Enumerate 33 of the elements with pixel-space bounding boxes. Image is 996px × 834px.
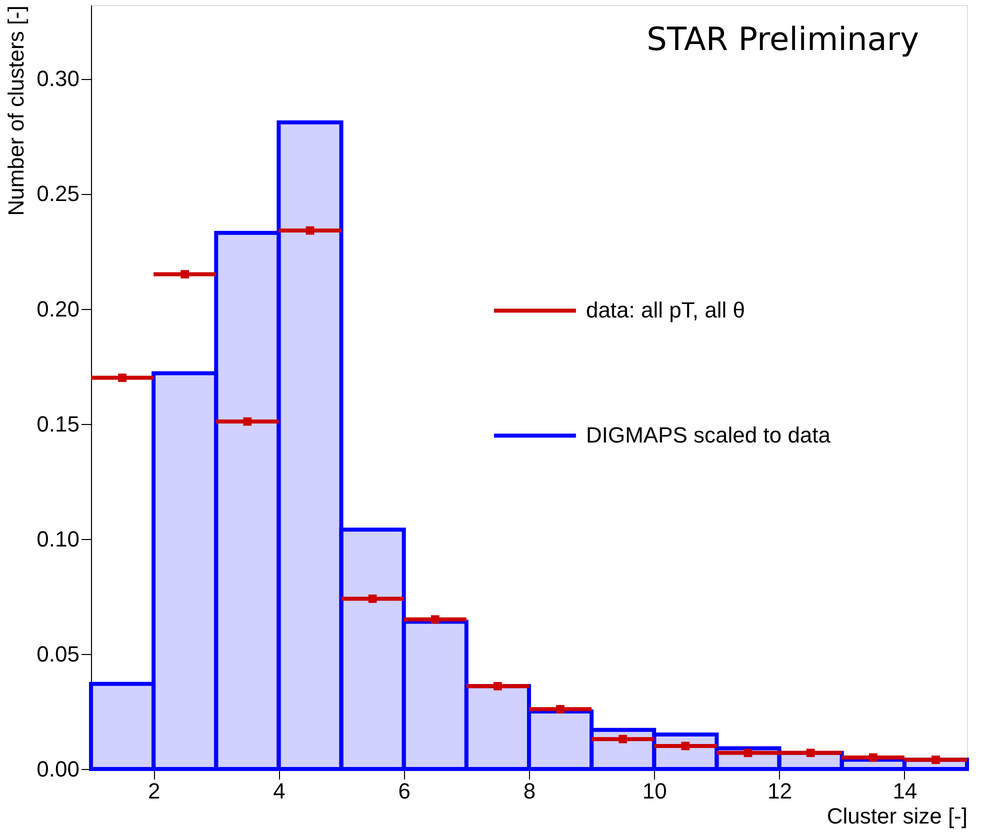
y-tick-label: 0.15 <box>36 411 80 436</box>
point <box>868 753 878 762</box>
point <box>306 226 314 235</box>
point <box>806 748 815 758</box>
y-tick-label: 0.00 <box>36 756 80 782</box>
y-axis-title: Number of clusters [-] <box>4 6 29 216</box>
x-tick-label: 14 <box>892 778 918 804</box>
point <box>744 748 752 758</box>
point <box>618 734 628 744</box>
x-tick-label: 8 <box>523 778 536 804</box>
point <box>556 704 564 714</box>
x-tick-label: 6 <box>398 778 410 804</box>
y-tick-label: 0.30 <box>36 66 80 92</box>
x-tick-label: 4 <box>273 778 286 804</box>
x-tick-label: 10 <box>642 778 667 804</box>
point <box>180 270 190 278</box>
point <box>681 742 690 750</box>
annotation: STAR Preliminary <box>646 20 919 58</box>
x-tick-label: 2 <box>148 778 160 804</box>
x-axis-title: Cluster size [-] <box>826 804 968 828</box>
point <box>430 615 440 624</box>
y-tick-label: 0.10 <box>36 526 80 552</box>
legend-label: DIGMAPS scaled to data <box>586 422 832 448</box>
point <box>368 594 377 603</box>
y-tick-label: 0.20 <box>36 296 80 322</box>
point <box>118 374 126 382</box>
y-tick-label: 0.05 <box>36 641 80 666</box>
point <box>932 756 940 764</box>
point <box>243 417 252 426</box>
y-tick-label: 0.25 <box>36 181 80 206</box>
point <box>494 682 502 690</box>
x-tick-label: 12 <box>768 778 792 804</box>
legend-label: data: all pT, all θ <box>586 298 745 323</box>
